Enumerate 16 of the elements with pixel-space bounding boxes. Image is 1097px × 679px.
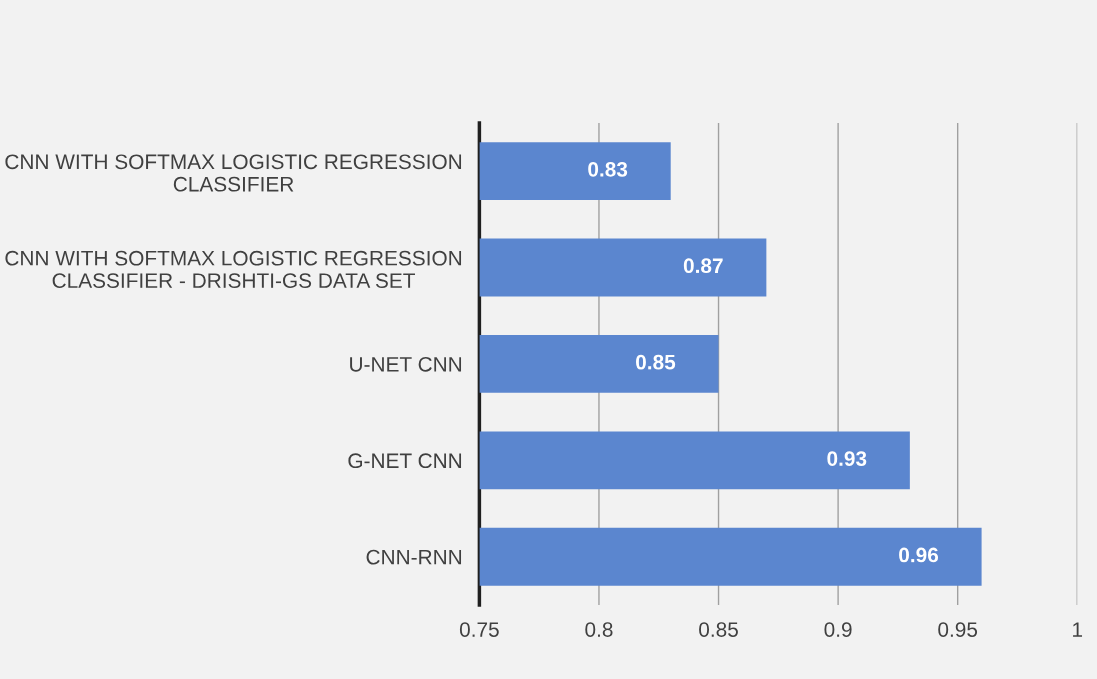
x-tick-label: 0.9 — [824, 622, 852, 637]
data-label: 0.93 — [827, 451, 867, 466]
x-tick-label: 0.95 — [938, 622, 978, 637]
data-label: 0.83 — [588, 161, 628, 177]
y-tick-label: CNN-RNN — [366, 549, 462, 565]
y-tick-label: CNN WITH SOFTMAX LOGISTIC REGRESSION CLASSIFIER - DRISHTI-GS DATA SET — [5, 250, 462, 289]
data-label: 0.85 — [636, 354, 676, 370]
x-tick-label: 1 — [1073, 622, 1083, 637]
x-tick-label: 0.75 — [459, 622, 499, 637]
y-tick-label: U-NET CNN — [350, 356, 462, 372]
x-tick-label: 0.85 — [699, 622, 738, 637]
data-label: 0.96 — [899, 547, 939, 563]
y-tick-label: G-NET CNN — [348, 453, 462, 469]
x-tick-label: 0.8 — [585, 622, 613, 637]
data-label: 0.87 — [683, 258, 723, 274]
y-tick-label: CNN WITH SOFTMAX LOGISTIC REGRESSION CLASSIFIER — [5, 154, 462, 192]
